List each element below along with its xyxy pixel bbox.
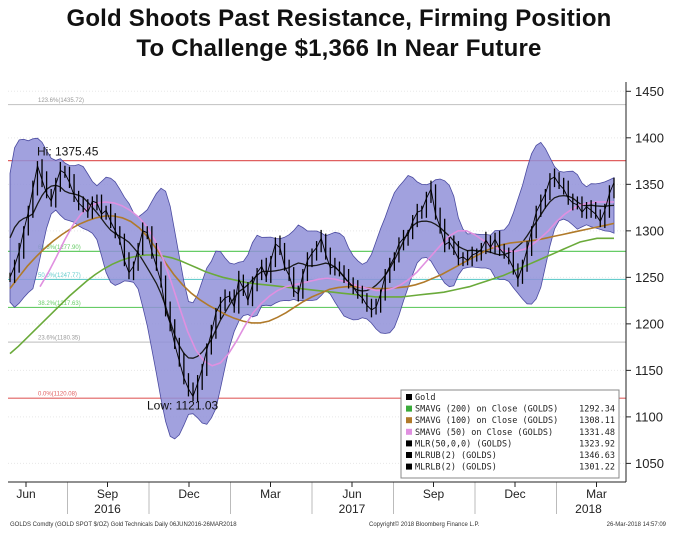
x-tick-label: Dec bbox=[504, 487, 525, 501]
y-tick-label: 1350 bbox=[635, 177, 664, 192]
fib-level-label: 61.8%(1277.90) bbox=[38, 245, 81, 251]
legend-label: SMAVG (100) on Close (GOLDS) bbox=[415, 416, 558, 426]
legend-swatch bbox=[406, 405, 412, 412]
legend-swatch bbox=[406, 452, 412, 458]
x-tick-label: Jun bbox=[342, 487, 361, 501]
y-tick-label: 1300 bbox=[635, 223, 664, 238]
legend-label: Gold bbox=[415, 393, 435, 403]
x-tick-label: Mar bbox=[586, 487, 607, 501]
y-tick-label: 1450 bbox=[635, 84, 664, 99]
x-tick-label: Mar bbox=[260, 487, 281, 501]
legend-label: MLRLB(2) (GOLDS) bbox=[415, 463, 497, 473]
axes: 1050 1100 1150 1200 1250 1300 1350 1400 1450 Jun S… bbox=[8, 82, 664, 516]
high-annotation: Hi: 1375.45 bbox=[37, 145, 99, 159]
y-tick-label: 1250 bbox=[635, 270, 664, 285]
x-tick-label: Jun bbox=[16, 487, 35, 501]
legend-label: SMAVG (50) on Close (GOLDS) bbox=[415, 428, 553, 438]
price-line bbox=[9, 163, 615, 398]
x-tick-label: Dec bbox=[178, 487, 199, 501]
title-line-2: To Challenge $1,366 In Near Future bbox=[136, 35, 542, 62]
footer-source: GOLDS Comdty (GOLD SPOT $/OZ) Gold Techn… bbox=[10, 522, 237, 528]
annotations: Hi: 1375.45 Low: 1121.03 bbox=[37, 145, 218, 413]
y-tick-label: 1400 bbox=[635, 130, 664, 145]
legend-swatch bbox=[406, 417, 412, 424]
moving-average-line bbox=[39, 201, 614, 367]
footer: GOLDS Comdty (GOLD SPOT $/OZ) Gold Techn… bbox=[10, 521, 667, 528]
legend-label: MLR(50,0,0) (GOLDS) bbox=[415, 439, 512, 449]
legend-label: MLRUB(2) (GOLDS) bbox=[415, 451, 497, 461]
legend-value: 1292.34 bbox=[579, 405, 615, 415]
legend-value: 1301.22 bbox=[579, 463, 615, 473]
legend-swatch bbox=[406, 428, 412, 435]
legend-value: 1331.48 bbox=[579, 428, 615, 438]
y-tick-label: 1100 bbox=[635, 409, 663, 424]
legend-swatch bbox=[406, 440, 412, 447]
legend-box bbox=[400, 389, 620, 479]
legend-value: 1346.63 bbox=[579, 451, 615, 461]
y-tick-label: 1050 bbox=[635, 456, 664, 471]
footer-copyright: Copyright© 2018 Bloomberg Finance L.P. bbox=[369, 521, 480, 528]
y-tick-label: 1200 bbox=[635, 316, 664, 331]
low-annotation: Low: 1121.03 bbox=[147, 398, 218, 412]
price-series bbox=[9, 159, 615, 402]
chart-title: Gold Shoots Past Resistance, Firming Pos… bbox=[0, 4, 678, 64]
legend-value: 1308.11 bbox=[579, 416, 615, 426]
footer-timestamp: 26-Mar-2018 14:57:09 bbox=[607, 522, 667, 528]
fib-level-label: 50.0%(1247.77) bbox=[38, 273, 81, 279]
fib-level-label: 123.6%(1435.72) bbox=[38, 98, 84, 104]
legend-swatch bbox=[406, 394, 412, 400]
legend-value: 1323.92 bbox=[579, 439, 615, 449]
fib-level-label: 38.2%(1217.63) bbox=[38, 301, 81, 307]
x-tick-label: Sep bbox=[423, 487, 445, 501]
regression-band-fill bbox=[9, 137, 615, 440]
legend-label: SMAVG (200) on Close (GOLDS) bbox=[415, 405, 558, 415]
y-tick-label: 1150 bbox=[635, 363, 663, 378]
legend-swatch bbox=[406, 463, 412, 470]
x-year-label: 2018 bbox=[575, 502, 602, 516]
x-year-label: 2017 bbox=[339, 502, 366, 516]
title-line-1: Gold Shoots Past Resistance, Firming Pos… bbox=[66, 5, 612, 32]
fib-level-label: 23.6%(1180.35) bbox=[38, 336, 80, 342]
legend: Gold SMAVG (200) on Close (GOLDS) 1292.34 S… bbox=[400, 389, 620, 479]
x-year-label: 2016 bbox=[94, 502, 121, 516]
fib-level-label: 0.0%(1120.08) bbox=[38, 392, 77, 398]
x-tick-label: Sep bbox=[97, 487, 119, 501]
